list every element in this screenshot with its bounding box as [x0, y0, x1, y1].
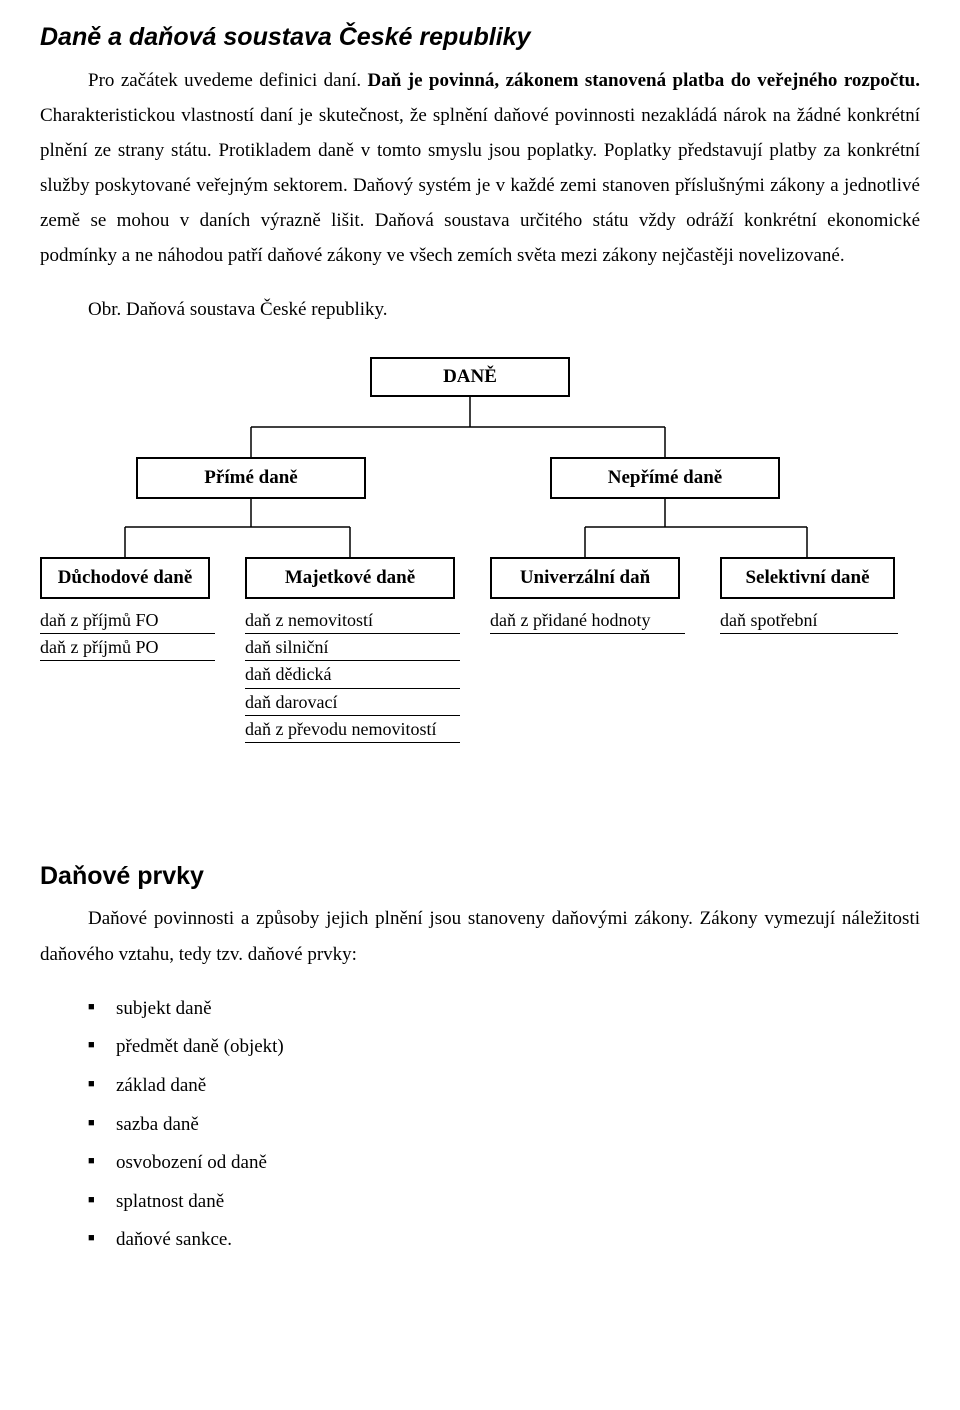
leaf-item: daň z přidané hodnoty [490, 607, 685, 634]
node-root: DANĚ [370, 357, 570, 397]
leaf-item: daň z příjmů FO [40, 607, 215, 634]
leaves-majetkove: daň z nemovitostídaň silničnídaň dědická… [245, 607, 460, 743]
list-item: předmět daně (objekt) [88, 1028, 920, 1067]
leaf-item: daň z příjmů PO [40, 634, 215, 661]
node-selektivni: Selektivní daně [720, 557, 895, 599]
leaves-duchodove: daň z příjmů FOdaň z příjmů PO [40, 607, 215, 662]
elements-list: subjekt daněpředmět daně (objekt)základ … [88, 990, 920, 1260]
list-item: sazba daně [88, 1106, 920, 1145]
leaf-item: daň spotřební [720, 607, 898, 634]
tax-tree-diagram: DANĚ Přímé daně Nepřímé daně Důchodové d… [40, 357, 920, 787]
leaf-item: daň dědická [245, 661, 460, 688]
list-item: osvobození od daně [88, 1144, 920, 1183]
node-majetkove: Majetkové daně [245, 557, 455, 599]
list-item: daňové sankce. [88, 1221, 920, 1260]
page-title: Daně a daňová soustava České republiky [40, 18, 920, 57]
list-item: subjekt daně [88, 990, 920, 1029]
intro-paragraph: Pro začátek uvedeme definici daní. Daň j… [40, 63, 920, 274]
intro-text-c: Charakteristickou vlastností daní je sku… [40, 105, 920, 267]
leaf-item: daň z převodu nemovitostí [245, 716, 460, 743]
figure-caption: Obr. Daňová soustava České republiky. [88, 292, 920, 327]
leaf-item: daň z nemovitostí [245, 607, 460, 634]
intro-text-a: Pro začátek uvedeme definici daní. [88, 70, 368, 91]
node-prime: Přímé daně [136, 457, 366, 499]
section2-title: Daňové prvky [40, 857, 920, 896]
list-item: splatnost daně [88, 1183, 920, 1222]
leaf-item: daň darovací [245, 689, 460, 716]
list-item: základ daně [88, 1067, 920, 1106]
leaf-item: daň silniční [245, 634, 460, 661]
leaves-selektivni: daň spotřební [720, 607, 898, 634]
node-neprime: Nepřímé daně [550, 457, 780, 499]
node-duchodove: Důchodové daně [40, 557, 210, 599]
leaves-univerzalni: daň z přidané hodnoty [490, 607, 685, 634]
intro-text-bold: Daň je povinná, zákonem stanovená platba… [368, 70, 920, 91]
section2-paragraph: Daňové povinnosti a způsoby jejich plněn… [40, 901, 920, 971]
node-univerzalni: Univerzální daň [490, 557, 680, 599]
